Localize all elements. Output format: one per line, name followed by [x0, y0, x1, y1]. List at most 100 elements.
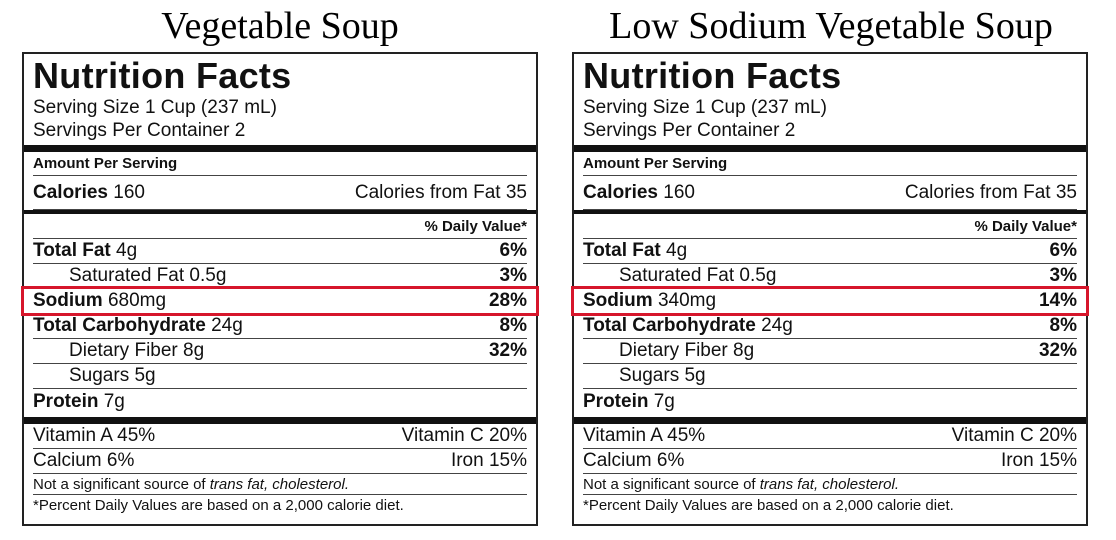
protein: Protein 7g [583, 391, 675, 413]
total-fat-value: 4g [666, 240, 688, 261]
note-italic: trans fat, cholesterol. [209, 475, 349, 493]
footnote-text: *Percent Daily Values are based on a 2,0… [583, 497, 954, 514]
vitamins-row: Vitamin A 45% Vitamin C 20% [33, 424, 527, 449]
carbohydrate-pct: 8% [499, 315, 527, 336]
saturated-fat: Saturated Fat 0.5g [619, 265, 777, 286]
carbohydrate-row: Total Carbohydrate 24g 8% [583, 314, 1077, 339]
divider-medium [574, 210, 1086, 214]
minerals-row: Calcium 6% Iron 15% [33, 449, 527, 474]
sodium-value: 340mg [657, 290, 717, 311]
not-significant-note: Not a significant source of trans fat, c… [583, 474, 1077, 495]
iron: Iron 15% [1000, 450, 1077, 471]
divider-medium [24, 210, 536, 214]
total-fat-pct: 6% [499, 240, 527, 261]
note-prefix: Not a significant source of [583, 475, 760, 493]
carbohydrate-value: 24g [761, 315, 793, 336]
sodium-label: Sodium [583, 290, 653, 311]
sodium: Sodium 340mg [583, 290, 716, 312]
calories-value: 160 [113, 181, 145, 203]
amount-per-serving: Amount Per Serving [583, 152, 1077, 176]
protein-label: Protein [583, 390, 649, 412]
sodium-label: Sodium [33, 290, 103, 311]
saturated-fat-pct: 3% [1049, 265, 1077, 286]
calories-row: Calories 160 Calories from Fat 35 [583, 176, 1077, 210]
protein-value: 7g [103, 390, 125, 412]
nutrition-label-regular: Nutrition Facts Serving Size 1 Cup (237 … [21, 52, 539, 526]
heading-low-sodium-vegetable-soup: Low Sodium Vegetable Soup [609, 5, 1053, 47]
nutrition-label-low-sodium: Nutrition Facts Serving Size 1 Cup (237 … [571, 52, 1089, 526]
serving-size: Serving Size 1 Cup (237 mL) [33, 97, 277, 118]
carbohydrate-label: Total Carbohydrate [33, 315, 206, 336]
saturated-fat-row: Saturated Fat 0.5g 3% [33, 264, 527, 289]
divider-thick [574, 145, 1086, 152]
iron: Iron 15% [450, 450, 527, 471]
sugars: Sugars 5g [619, 365, 706, 386]
sugars: Sugars 5g [69, 365, 156, 386]
daily-value-header: % Daily Value* [583, 214, 1077, 239]
sodium: Sodium 680mg [33, 290, 166, 312]
divider-thick [24, 145, 536, 152]
saturated-fat-row: Saturated Fat 0.5g 3% [583, 264, 1077, 289]
calcium: Calcium 6% [33, 450, 135, 471]
vitamins-row: Vitamin A 45% Vitamin C 20% [583, 424, 1077, 449]
fiber: Dietary Fiber 8g [619, 340, 755, 361]
amount-per-serving: Amount Per Serving [33, 152, 527, 176]
minerals-row: Calcium 6% Iron 15% [583, 449, 1077, 474]
daily-value-header-text: % Daily Value* [424, 217, 527, 235]
total-fat-value: 4g [116, 240, 138, 261]
amount-per-serving-label: Amount Per Serving [583, 155, 728, 172]
protein-value: 7g [653, 390, 675, 412]
note-prefix: Not a significant source of [33, 475, 210, 493]
fiber-pct: 32% [1038, 340, 1077, 361]
not-significant-note: Not a significant source of trans fat, c… [33, 474, 527, 495]
total-fat: Total Fat 4g [33, 240, 137, 262]
carbohydrate: Total Carbohydrate 24g [583, 315, 793, 337]
sugars-row: Sugars 5g [33, 364, 527, 389]
calories-label: Calories [33, 181, 108, 203]
label-title: Nutrition Facts [33, 55, 292, 96]
vitamin-a: Vitamin A 45% [33, 425, 156, 446]
saturated-fat-pct: 3% [499, 265, 527, 286]
vitamin-a: Vitamin A 45% [583, 425, 706, 446]
carbohydrate-label: Total Carbohydrate [583, 315, 756, 336]
calories-from-fat: Calories from Fat 35 [354, 181, 527, 203]
label-title: Nutrition Facts [583, 55, 842, 96]
sodium-row-highlighted: Sodium 340mg 14% [571, 286, 1089, 316]
sodium-pct: 28% [488, 290, 527, 311]
vitamin-c: Vitamin C 20% [951, 425, 1077, 446]
calories-row: Calories 160 Calories from Fat 35 [33, 176, 527, 210]
total-fat-row: Total Fat 4g 6% [583, 239, 1077, 264]
carbohydrate: Total Carbohydrate 24g [33, 315, 243, 337]
footnote-text: *Percent Daily Values are based on a 2,0… [33, 497, 404, 514]
total-fat-label: Total Fat [583, 240, 661, 261]
servings-per-container: Servings Per Container 2 [33, 120, 246, 141]
vitamin-c: Vitamin C 20% [401, 425, 527, 446]
total-fat-label: Total Fat [33, 240, 111, 261]
sodium-value: 680mg [107, 290, 167, 311]
carbohydrate-pct: 8% [1049, 315, 1077, 336]
fiber-row: Dietary Fiber 8g 32% [33, 339, 527, 364]
carbohydrate-row: Total Carbohydrate 24g 8% [33, 314, 527, 339]
divider-thick-vitamins [24, 417, 536, 424]
total-fat-pct: 6% [1049, 240, 1077, 261]
protein-row: Protein 7g [583, 389, 1077, 414]
fiber: Dietary Fiber 8g [69, 340, 205, 361]
protein-row: Protein 7g [33, 389, 527, 414]
footnote: *Percent Daily Values are based on a 2,0… [583, 495, 1077, 516]
sodium-row-highlighted: Sodium 680mg 28% [21, 286, 539, 316]
note-italic: trans fat, cholesterol. [759, 475, 899, 493]
not-significant-text: Not a significant source of trans fat, c… [583, 476, 899, 493]
daily-value-header-text: % Daily Value* [974, 217, 1077, 235]
calories-label: Calories [583, 181, 658, 203]
protein-label: Protein [33, 390, 99, 412]
carbohydrate-value: 24g [211, 315, 243, 336]
heading-vegetable-soup: Vegetable Soup [161, 5, 399, 47]
amount-per-serving-label: Amount Per Serving [33, 155, 178, 172]
calories-value: 160 [663, 181, 695, 203]
footnote: *Percent Daily Values are based on a 2,0… [33, 495, 527, 516]
total-fat: Total Fat 4g [583, 240, 687, 262]
serving-size: Serving Size 1 Cup (237 mL) [583, 97, 827, 118]
fiber-pct: 32% [488, 340, 527, 361]
daily-value-header: % Daily Value* [33, 214, 527, 239]
sugars-row: Sugars 5g [583, 364, 1077, 389]
